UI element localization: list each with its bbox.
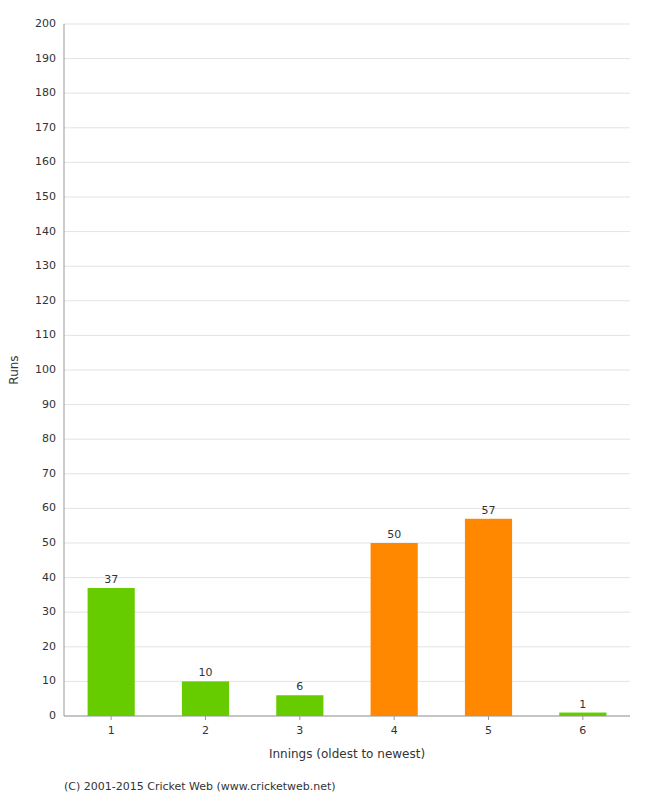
x-tick-label: 4 <box>391 724 398 737</box>
x-tick-label: 5 <box>485 724 492 737</box>
data-label: 10 <box>199 666 213 679</box>
grid-line <box>64 543 630 544</box>
y-tick-label: 0 <box>49 709 56 722</box>
x-tick-label: 1 <box>108 724 115 737</box>
y-axis-label: Runs <box>7 355 21 384</box>
x-tick <box>394 716 395 720</box>
grid-line <box>64 162 630 163</box>
grid-line <box>64 127 630 128</box>
bar <box>559 713 606 716</box>
x-tick-label: 6 <box>579 724 586 737</box>
x-tick <box>205 716 206 720</box>
grid-line <box>64 577 630 578</box>
y-axis: 0 10 20 30 40 50 60 70 80 90 100 110 120 130 140 150 160… <box>35 17 56 722</box>
grid-line <box>64 646 630 647</box>
grid <box>64 24 630 716</box>
grid-line <box>64 612 630 613</box>
grid-line <box>64 439 630 440</box>
footnote: (C) 2001-2015 Cricket Web (www.cricketwe… <box>64 780 336 793</box>
grid-line <box>64 508 630 509</box>
grid-line <box>64 681 630 682</box>
data-label: 1 <box>579 698 586 711</box>
y-tick-label: 60 <box>42 501 56 514</box>
y-tick-label: 200 <box>35 17 56 30</box>
y-tick-label: 80 <box>42 432 56 445</box>
bar <box>276 695 323 716</box>
grid-line <box>64 300 630 301</box>
bar <box>465 519 512 716</box>
y-tick-label: 180 <box>35 86 56 99</box>
grid-line <box>64 370 630 371</box>
data-label: 50 <box>387 528 401 541</box>
data-label: 6 <box>296 680 303 693</box>
x-tick-label: 2 <box>202 724 209 737</box>
grid-line <box>64 335 630 336</box>
grid-line <box>64 473 630 474</box>
grid-line <box>64 93 630 94</box>
x-tick-label: 3 <box>296 724 303 737</box>
y-tick-label: 150 <box>35 190 56 203</box>
data-labels: 37 10 6 50 57 1 <box>104 504 586 711</box>
x-axis-line <box>64 716 630 717</box>
y-tick-label: 190 <box>35 52 56 65</box>
y-tick-label: 130 <box>35 259 56 272</box>
y-tick-label: 40 <box>42 571 56 584</box>
grid-line <box>64 197 630 198</box>
y-tick-label: 10 <box>42 674 56 687</box>
grid-line <box>64 266 630 267</box>
x-tick <box>488 716 489 720</box>
x-axis-label: Innings (oldest to newest) <box>269 747 425 761</box>
y-tick-label: 100 <box>35 363 56 376</box>
bar <box>88 588 135 716</box>
chart-container: 0102030405060708090100110120130140150160… <box>0 0 650 800</box>
x-tick <box>582 716 583 720</box>
grid-line <box>64 58 630 59</box>
y-tick-label: 30 <box>42 605 56 618</box>
bar <box>371 543 418 716</box>
grid-line <box>64 716 630 717</box>
grid-line <box>64 24 630 25</box>
y-tick-label: 120 <box>35 294 56 307</box>
y-tick-label: 140 <box>35 225 56 238</box>
data-label: 57 <box>482 504 496 517</box>
grid-line <box>64 404 630 405</box>
x-tick <box>111 716 112 720</box>
bar <box>182 681 229 716</box>
y-axis-line <box>64 24 65 716</box>
y-tick-label: 110 <box>35 328 56 341</box>
x-tick <box>299 716 300 720</box>
y-tick-label: 90 <box>42 398 56 411</box>
x-axis: 1 2 3 4 5 6 <box>108 716 587 737</box>
y-tick-label: 70 <box>42 467 56 480</box>
y-tick-label: 50 <box>42 536 56 549</box>
page: {"chart_data": {"type": "bar", "categori… <box>0 0 650 800</box>
chart: 0102030405060708090100110120130140150160… <box>0 0 650 800</box>
y-tick-label: 170 <box>35 121 56 134</box>
data-label: 37 <box>104 573 118 586</box>
y-tick-label: 20 <box>42 640 56 653</box>
bars <box>88 519 607 716</box>
grid-line <box>64 231 630 232</box>
y-tick-label: 160 <box>35 155 56 168</box>
